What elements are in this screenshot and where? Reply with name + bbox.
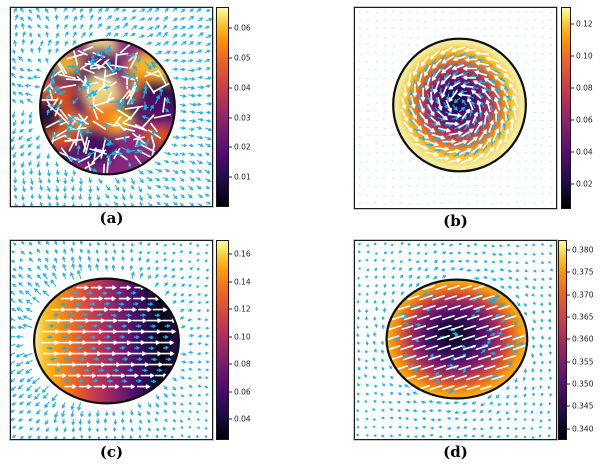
colorbar-tick [229, 27, 232, 29]
colorbar-tick-label: 0.06 [576, 115, 593, 125]
colorbar-tick-label: 0.03 [234, 113, 251, 123]
outer-flow-arrows [11, 241, 210, 439]
colorbar-tick [567, 249, 570, 251]
colorbar-a: 0.06 0.05 0.04 0.03 0.02 0.01 [216, 7, 251, 207]
caption-b: (b) [443, 212, 468, 230]
caption-a: (a) [99, 209, 124, 227]
inner-director-arrows [400, 46, 519, 164]
colorbar-tick [567, 428, 570, 430]
plot-panel-a [10, 7, 213, 207]
colorbar-tick-label: 0.01 [234, 172, 251, 182]
colorbar-tick [229, 363, 232, 365]
colorbar-tick-label: 0.06 [234, 387, 251, 397]
inner-flow-arrows [46, 291, 172, 384]
colorbar-tick [567, 294, 570, 296]
colorbar-tick-label: 0.04 [576, 147, 593, 157]
colorbar-tick [571, 87, 574, 89]
colorbar-tick-label: 0.12 [576, 19, 593, 29]
colorbar-tick-label: 0.10 [234, 332, 251, 342]
colorbar-tick-label: 0.06 [234, 23, 251, 33]
colorbar-tick-label: 0.340 [572, 424, 594, 434]
colorbar-tick-label: 0.14 [234, 277, 251, 287]
colorbar-gradient-d [558, 240, 567, 440]
colorbar-tick [229, 336, 232, 338]
colorbar-tick-label: 0.04 [234, 83, 251, 93]
colorbar-b: 0.12 0.10 0.08 0.06 0.04 0.02 [561, 7, 593, 209]
plot-panel-c [10, 240, 213, 440]
vector-field-canvas [11, 8, 212, 206]
droplet-outline [39, 38, 176, 176]
droplet-outline [392, 37, 527, 173]
colorbar-tick-label: 0.370 [572, 290, 594, 300]
vector-field-canvas [11, 241, 210, 439]
inner-director-arrows [41, 285, 179, 389]
colorbar-tick [229, 87, 232, 89]
colorbar-tick-label: 0.02 [576, 179, 593, 189]
colorbar-tick-label: 0.10 [576, 51, 593, 61]
colorbar-tick-label: 0.08 [576, 83, 593, 93]
colorbar-d: 0.380 0.375 0.370 0.365 0.360 0.355 0.350 0.345… [558, 240, 593, 440]
colorbar-tick [229, 253, 232, 255]
colorbar-tick-label: 0.04 [234, 414, 251, 424]
outer-flow-arrows [11, 8, 212, 206]
colorbar-gradient-b [561, 7, 571, 209]
vector-field-canvas [357, 9, 553, 205]
colorbar-tick [229, 57, 232, 59]
colorbar-tick [229, 308, 232, 310]
colorbar-tick [567, 338, 570, 340]
colorbar-tick [229, 176, 232, 178]
colorbar-tick [567, 361, 570, 363]
colorbar-tick-label: 0.365 [572, 312, 594, 322]
colorbar-tick-label: 0.345 [572, 401, 594, 411]
colorbar-gradient-c [216, 240, 229, 440]
caption-c: (c) [99, 443, 124, 461]
colorbar-tick-label: 0.360 [572, 334, 594, 344]
colorbar-tick [567, 316, 570, 318]
plot-panel-b [354, 7, 557, 209]
outer-dot-grid [357, 9, 553, 205]
inner-director-arrows [39, 41, 172, 176]
droplet-outline [33, 277, 180, 405]
colorbar-tick-label: 0.350 [572, 379, 594, 389]
colorbar-tick [229, 117, 232, 119]
colorbar-tick [571, 183, 574, 185]
colorbar-tick [571, 55, 574, 57]
colorbar-tick [571, 151, 574, 153]
colorbar-tick-label: 0.16 [234, 249, 251, 259]
caption-d: (d) [443, 443, 468, 461]
inner-flow-arrows [44, 45, 171, 173]
colorbar-tick [229, 281, 232, 283]
colorbar-tick [571, 23, 574, 25]
colorbar-tick-label: 0.355 [572, 357, 594, 367]
colorbar-tick [567, 383, 570, 385]
colorbar-tick-label: 0.12 [234, 304, 251, 314]
colorbar-tick-label: 0.380 [572, 245, 594, 255]
colorbar-tick-label: 0.02 [234, 142, 251, 152]
colorbar-tick-label: 0.375 [572, 267, 594, 277]
colorbar-tick [567, 271, 570, 273]
colorbar-tick [567, 405, 570, 407]
colorbar-gradient-a [216, 7, 229, 207]
colorbar-tick [229, 391, 232, 393]
outer-flow-arrows [356, 241, 554, 439]
colorbar-tick [571, 119, 574, 121]
colorbar-tick [229, 418, 232, 420]
vector-field-canvas [356, 241, 554, 439]
colorbar-c: 0.16 0.14 0.12 0.10 0.08 0.06 0.04 [216, 240, 251, 440]
colorbar-tick-label: 0.08 [234, 359, 251, 369]
colorbar-tick [229, 146, 232, 148]
droplet-outline [385, 278, 529, 400]
colorbar-tick-label: 0.05 [234, 53, 251, 63]
droplet-texture [40, 39, 175, 175]
plot-panel-d [354, 240, 557, 440]
inner-director-arrows [387, 285, 526, 391]
